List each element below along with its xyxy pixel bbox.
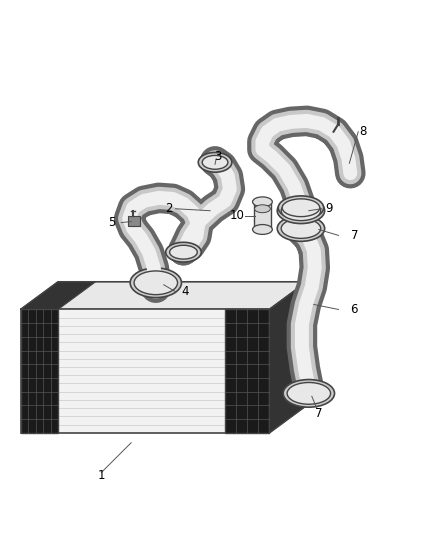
Text: 1: 1 bbox=[98, 469, 105, 482]
Ellipse shape bbox=[130, 268, 181, 297]
Text: 3: 3 bbox=[214, 150, 222, 163]
Polygon shape bbox=[225, 310, 269, 433]
Text: 6: 6 bbox=[350, 303, 358, 316]
Text: 8: 8 bbox=[360, 125, 367, 138]
FancyBboxPatch shape bbox=[254, 202, 271, 230]
Ellipse shape bbox=[253, 197, 272, 207]
Ellipse shape bbox=[170, 245, 197, 259]
Text: 4: 4 bbox=[182, 285, 189, 298]
Ellipse shape bbox=[287, 383, 331, 404]
Ellipse shape bbox=[134, 271, 177, 295]
Ellipse shape bbox=[253, 224, 272, 235]
Ellipse shape bbox=[277, 198, 325, 223]
Text: 7: 7 bbox=[315, 407, 322, 419]
Polygon shape bbox=[21, 310, 269, 433]
Ellipse shape bbox=[281, 219, 321, 238]
Ellipse shape bbox=[254, 205, 270, 213]
Polygon shape bbox=[21, 282, 95, 310]
Ellipse shape bbox=[202, 156, 228, 169]
Ellipse shape bbox=[281, 201, 321, 221]
Polygon shape bbox=[269, 282, 307, 433]
Ellipse shape bbox=[277, 216, 325, 241]
Polygon shape bbox=[21, 310, 58, 433]
Ellipse shape bbox=[283, 379, 335, 407]
Text: 5: 5 bbox=[108, 216, 115, 229]
Ellipse shape bbox=[166, 243, 201, 262]
Ellipse shape bbox=[278, 196, 324, 220]
Text: 7: 7 bbox=[350, 229, 358, 242]
Polygon shape bbox=[269, 282, 307, 433]
Ellipse shape bbox=[198, 152, 232, 172]
Text: 9: 9 bbox=[325, 202, 332, 215]
Ellipse shape bbox=[282, 199, 320, 216]
Polygon shape bbox=[21, 282, 307, 310]
FancyBboxPatch shape bbox=[128, 216, 140, 225]
Text: 10: 10 bbox=[230, 209, 244, 222]
Text: 2: 2 bbox=[165, 202, 173, 215]
